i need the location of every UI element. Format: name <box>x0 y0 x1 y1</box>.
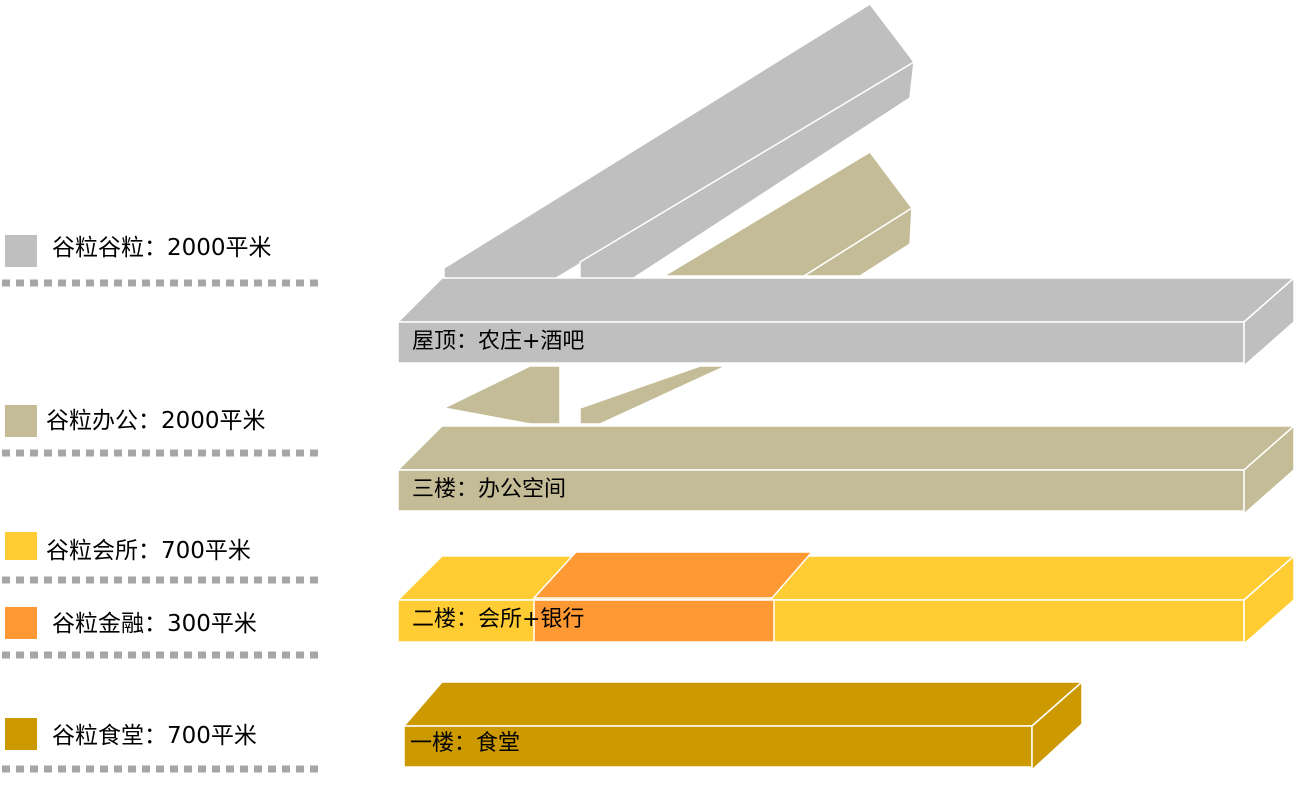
third-floor-diagonal-stub <box>579 365 727 425</box>
legend-swatch-grain <box>5 235 37 267</box>
bank-insert-front <box>533 599 775 643</box>
third-floor-slab-top <box>396 425 1296 471</box>
bank-insert-top <box>532 551 814 599</box>
second-floor-slab-side <box>1243 554 1295 646</box>
legend-swatch-finance <box>5 607 37 639</box>
floor-label-first: 一楼：食堂 <box>410 731 520 756</box>
first-floor-level: 一楼：食堂 <box>402 680 1084 772</box>
third-floor-slab-front <box>397 469 1245 512</box>
third-floor-slab-side <box>1243 424 1295 516</box>
first-floor-slab-top <box>402 681 1084 727</box>
floor-label-third: 三楼：办公空间 <box>412 477 566 502</box>
first-floor-slab-side <box>1031 680 1083 772</box>
second-floor-level: 二楼：会所+银行 <box>396 551 1296 646</box>
legend-label-finance: 谷粒金融：300平米 <box>52 611 257 637</box>
legend-swatch-club <box>5 532 37 560</box>
legend: 谷粒谷粒：2000平米 谷粒办公：2000平米 谷粒会所：700平米 谷粒金融：… <box>2 235 322 773</box>
floor-label-roof: 屋顶：农庄+酒吧 <box>412 329 584 354</box>
legend-label-club: 谷粒会所：700平米 <box>46 538 251 564</box>
legend-label-grain: 谷粒谷粒：2000平米 <box>52 235 272 261</box>
roof-slab-front <box>397 321 1245 364</box>
second-floor-slab-top <box>396 555 1296 601</box>
third-floor-level: 三楼：办公空间 <box>396 151 1296 516</box>
legend-label-office: 谷粒办公：2000平米 <box>46 408 266 434</box>
legend-swatch-office <box>5 405 37 437</box>
legend-label-canteen: 谷粒食堂：700平米 <box>52 723 257 749</box>
third-floor-diagonal-stub <box>441 365 561 425</box>
first-floor-slab-front <box>403 725 1033 768</box>
legend-swatch-canteen <box>5 718 37 750</box>
third-floor-diagonal-volume-front <box>801 206 913 277</box>
roof-slab-side <box>1243 276 1295 368</box>
floor-label-second: 二楼：会所+银行 <box>412 607 584 632</box>
roof-slab-top <box>396 277 1296 323</box>
roof-level: 屋顶：农庄+酒吧 <box>396 3 1296 368</box>
